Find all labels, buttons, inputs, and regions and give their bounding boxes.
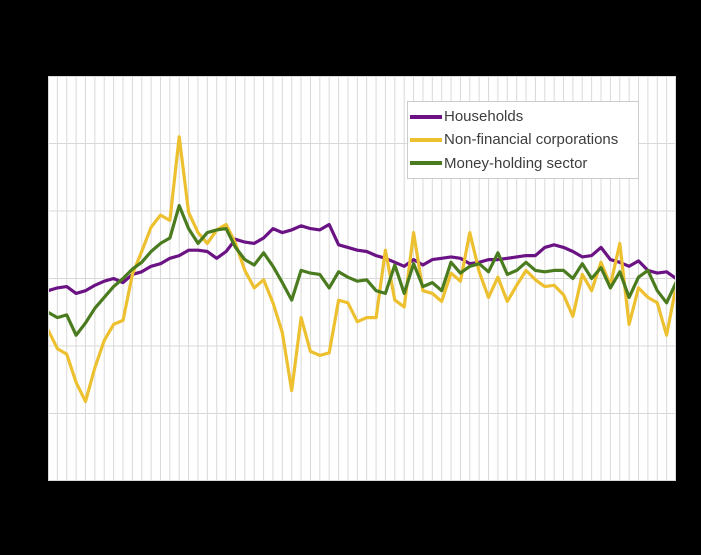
series-line-households: [48, 222, 676, 295]
legend-item-non-financial-corporations: Non-financial corporations: [410, 132, 636, 147]
legend-label-households: Households: [444, 108, 524, 126]
non-financial-corporations-line-swatch: [410, 137, 442, 142]
legend-label-non-financial-corporations: Non-financial corporations: [444, 131, 619, 149]
legend-item-households: Households: [410, 109, 636, 124]
money-holding-sector-line-swatch: [410, 161, 442, 166]
legend-label-money-holding-sector: Money-holding sector: [444, 154, 588, 172]
series-line-money-holding-sector: [48, 204, 676, 337]
plot-border: [48, 76, 676, 481]
households-line-swatch: [410, 114, 442, 119]
series-line-non-financial-corporations: [48, 135, 676, 403]
legend: Households Non-financial corporations Mo…: [407, 101, 639, 179]
legend-item-money-holding-sector: Money-holding sector: [410, 156, 636, 171]
